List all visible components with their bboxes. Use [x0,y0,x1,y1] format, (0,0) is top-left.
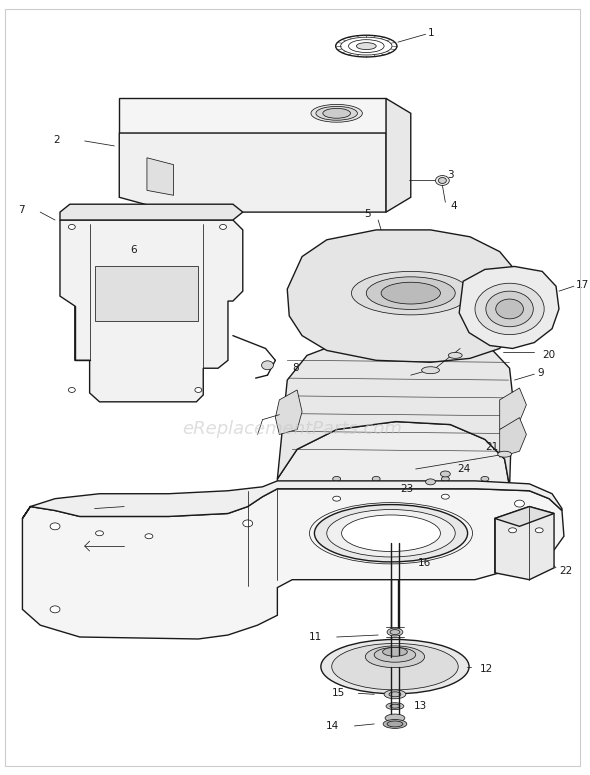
Ellipse shape [352,271,470,315]
Polygon shape [459,267,559,349]
Ellipse shape [68,225,76,229]
Ellipse shape [342,515,440,552]
Ellipse shape [486,291,533,327]
Ellipse shape [333,496,340,501]
Ellipse shape [195,388,202,392]
Text: 17: 17 [576,281,589,290]
Ellipse shape [374,647,416,662]
Text: 5: 5 [365,209,371,219]
Text: 24: 24 [457,464,470,474]
Ellipse shape [365,646,425,667]
Polygon shape [94,267,198,321]
Ellipse shape [385,714,405,722]
Ellipse shape [390,629,400,635]
Ellipse shape [261,361,273,370]
Ellipse shape [390,704,400,708]
Polygon shape [147,158,173,195]
Ellipse shape [323,109,350,119]
Ellipse shape [422,367,440,374]
Text: 11: 11 [309,632,322,642]
Polygon shape [22,480,562,518]
Text: 21: 21 [485,443,498,453]
Ellipse shape [327,509,455,557]
Polygon shape [277,422,510,543]
Text: 7: 7 [18,205,24,215]
Text: 8: 8 [292,363,299,374]
Ellipse shape [332,643,458,690]
Ellipse shape [145,534,153,539]
Ellipse shape [387,628,403,636]
Ellipse shape [441,494,450,499]
Text: 13: 13 [414,701,427,711]
Polygon shape [60,220,243,401]
Ellipse shape [68,388,76,392]
Polygon shape [22,489,564,639]
Ellipse shape [366,277,455,309]
Ellipse shape [387,721,403,727]
Ellipse shape [496,299,523,319]
Polygon shape [287,230,516,362]
Ellipse shape [509,528,516,532]
Ellipse shape [50,523,60,530]
Ellipse shape [314,505,468,562]
Polygon shape [119,98,386,133]
Ellipse shape [386,703,404,710]
Text: 1: 1 [428,28,434,38]
Ellipse shape [219,225,227,229]
Polygon shape [277,332,513,487]
Text: 23: 23 [401,484,414,494]
Polygon shape [495,507,554,580]
Text: 3: 3 [447,170,454,180]
Polygon shape [500,418,526,457]
Ellipse shape [166,230,176,237]
Ellipse shape [475,283,544,335]
Polygon shape [495,507,554,526]
Ellipse shape [349,40,384,53]
Text: 4: 4 [450,202,457,211]
Ellipse shape [383,719,407,728]
Ellipse shape [321,639,469,694]
Polygon shape [119,133,386,212]
Ellipse shape [514,500,525,507]
Ellipse shape [435,176,450,185]
Ellipse shape [311,105,362,122]
Ellipse shape [514,570,525,577]
Ellipse shape [438,177,447,184]
Polygon shape [60,204,243,220]
Polygon shape [386,98,411,212]
Ellipse shape [50,606,60,613]
Ellipse shape [356,43,376,50]
Polygon shape [276,390,302,435]
Text: eReplacementParts.com: eReplacementParts.com [182,421,402,439]
Ellipse shape [384,690,406,699]
Polygon shape [500,388,526,429]
Text: 14: 14 [325,721,339,731]
Ellipse shape [336,35,397,57]
Ellipse shape [481,477,489,481]
Text: 22: 22 [559,566,572,576]
Text: 6: 6 [130,245,137,255]
Text: 2: 2 [53,135,60,145]
Ellipse shape [441,477,450,481]
Ellipse shape [440,471,450,477]
Text: 20: 20 [542,350,555,360]
Ellipse shape [425,479,435,485]
Ellipse shape [372,477,380,481]
Ellipse shape [382,647,407,656]
Text: 9: 9 [537,368,544,378]
Ellipse shape [243,520,253,527]
Text: 16: 16 [418,558,431,568]
Ellipse shape [381,282,440,304]
Ellipse shape [535,528,543,532]
Ellipse shape [316,106,358,120]
Ellipse shape [340,37,392,55]
Ellipse shape [448,353,462,358]
Ellipse shape [96,531,103,536]
Ellipse shape [498,451,512,457]
Ellipse shape [333,477,340,481]
Text: 15: 15 [332,688,345,698]
Ellipse shape [389,692,401,697]
Text: 12: 12 [480,663,493,673]
